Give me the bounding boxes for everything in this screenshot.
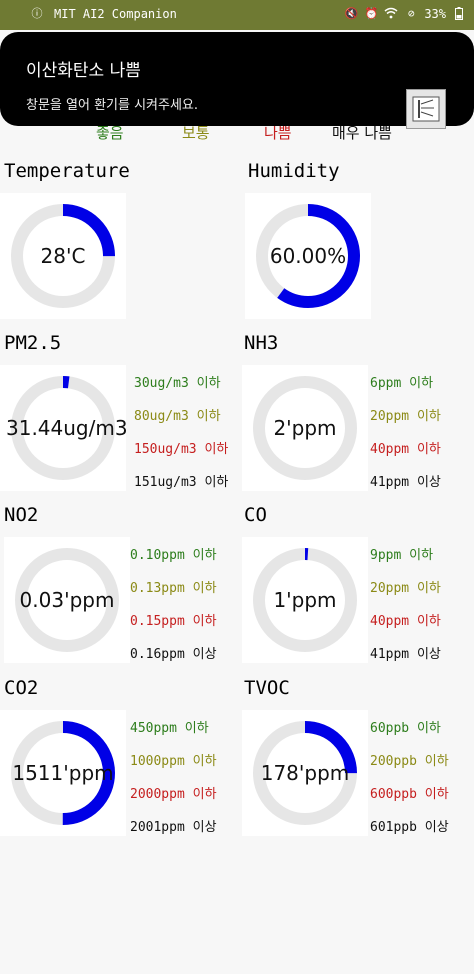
pm25-threshold-very-bad: 151ug/m3 이하	[134, 475, 229, 490]
ring-fill	[253, 721, 357, 825]
pm25-threshold-normal: 80ug/m3 이하	[134, 409, 221, 424]
temperature-value: 28'C	[40, 244, 86, 268]
nh3-threshold-normal: 20ppm 이하	[370, 409, 441, 424]
humidity-gauge: 60.00%	[245, 193, 371, 319]
ring-fill	[11, 376, 115, 480]
ring-fill	[256, 204, 360, 308]
temperature-label: Temperature	[4, 160, 130, 182]
battery-icon	[452, 7, 466, 21]
no2-ring	[15, 548, 119, 652]
tvoc-threshold-normal: 200ppb 이하	[370, 754, 449, 769]
no2-threshold-normal: 0.13ppm 이하	[130, 581, 217, 596]
legend-good: 좋음	[96, 124, 124, 142]
ring-fill	[11, 204, 115, 308]
tvoc-gauge: 178'ppm	[242, 710, 368, 836]
tvoc-threshold-good: 60ppb 이하	[370, 721, 441, 736]
notification[interactable]: 이산화탄소 나쁨 창문을 열어 환기를 시켜주세요.	[0, 32, 474, 129]
co2-threshold-normal: 1000ppm 이하	[130, 754, 217, 769]
no2-gauge: 0.03'ppm	[4, 537, 130, 663]
status-bar: ⓘ MIT AI2 Companion 🔇 ⏰ ⊘ 33%	[0, 0, 474, 30]
pm25-ring	[11, 376, 115, 480]
notification-app-icon	[406, 89, 446, 129]
nh3-value: 2'ppm	[273, 416, 337, 440]
co-value: 1'ppm	[273, 588, 337, 612]
nh3-label: NH3	[244, 332, 279, 354]
nh3-threshold-good: 6ppm 이하	[370, 376, 434, 391]
status-right: 🔇 ⏰ ⊘ 33%	[344, 7, 466, 21]
dnd-icon: ⊘	[408, 7, 415, 20]
no2-label: NO2	[4, 504, 39, 526]
co2-gauge: 1511'ppm	[0, 710, 126, 836]
co2-ring	[11, 721, 115, 825]
co2-label: CO2	[4, 677, 39, 699]
app-name: MIT AI2 Companion	[54, 7, 177, 21]
co-ring	[253, 548, 357, 652]
tvoc-threshold-very-bad: 601ppb 이상	[370, 820, 449, 835]
co-threshold-very-bad: 41ppm 이상	[370, 647, 441, 662]
no2-value: 0.03'ppm	[19, 588, 115, 612]
ring-track	[253, 376, 357, 480]
nh3-threshold-very-bad: 41ppm 이상	[370, 475, 441, 490]
mute-icon: 🔇	[344, 7, 359, 20]
tvoc-value: 178'ppm	[260, 761, 350, 785]
ring-track	[15, 548, 119, 652]
co-threshold-normal: 20ppm 이하	[370, 581, 441, 596]
battery-level: 33%	[424, 7, 446, 21]
pm25-threshold-good: 30ug/m3 이하	[134, 376, 221, 391]
legend-normal: 보통	[182, 124, 210, 142]
co2-value: 1511'ppm	[12, 761, 114, 785]
nh3-ring	[253, 376, 357, 480]
wifi-icon	[384, 7, 398, 21]
temperature-ring	[11, 204, 115, 308]
info-icon: ⓘ	[31, 7, 43, 20]
co2-threshold-good: 450ppm 이하	[130, 721, 209, 736]
notification-title: 이산화탄소 나쁨	[26, 61, 141, 81]
no2-threshold-very-bad: 0.16ppm 이상	[130, 647, 217, 662]
ring-fill	[253, 548, 357, 652]
co2-threshold-very-bad: 2001ppm 이상	[130, 820, 217, 835]
pm25-gauge: 31.44ug/m3	[0, 365, 126, 491]
temperature-gauge: 28'C	[0, 193, 126, 319]
nh3-threshold-bad: 40ppm 이하	[370, 442, 441, 457]
co-label: CO	[244, 504, 267, 526]
co-threshold-good: 9ppm 이하	[370, 548, 434, 563]
notification-body: 창문을 열어 환기를 시켜주세요.	[26, 98, 199, 113]
pm25-threshold-bad: 150ug/m3 이하	[134, 442, 229, 457]
ring-fill	[11, 721, 115, 825]
tvoc-threshold-bad: 600ppb 이하	[370, 787, 449, 802]
alarm-icon: ⏰	[364, 7, 379, 20]
co-gauge: 1'ppm	[242, 537, 368, 663]
co-threshold-bad: 40ppm 이하	[370, 614, 441, 629]
humidity-value: 60.00%	[269, 244, 347, 268]
nh3-gauge: 2'ppm	[242, 365, 368, 491]
legend-bad: 나쁨	[264, 124, 292, 142]
status-left: ⓘ MIT AI2 Companion	[30, 7, 177, 21]
humidity-ring	[256, 204, 360, 308]
pm25-value: 31.44ug/m3	[6, 416, 126, 440]
tvoc-ring	[253, 721, 357, 825]
pm25-label: PM2.5	[4, 332, 62, 354]
humidity-label: Humidity	[248, 160, 340, 182]
no2-threshold-good: 0.10ppm 이하	[130, 548, 217, 563]
co2-threshold-bad: 2000ppm 이하	[130, 787, 217, 802]
no2-threshold-bad: 0.15ppm 이하	[130, 614, 217, 629]
tvoc-label: TVOC	[244, 677, 290, 699]
legend-very-bad: 매우 나쁨	[332, 124, 392, 142]
